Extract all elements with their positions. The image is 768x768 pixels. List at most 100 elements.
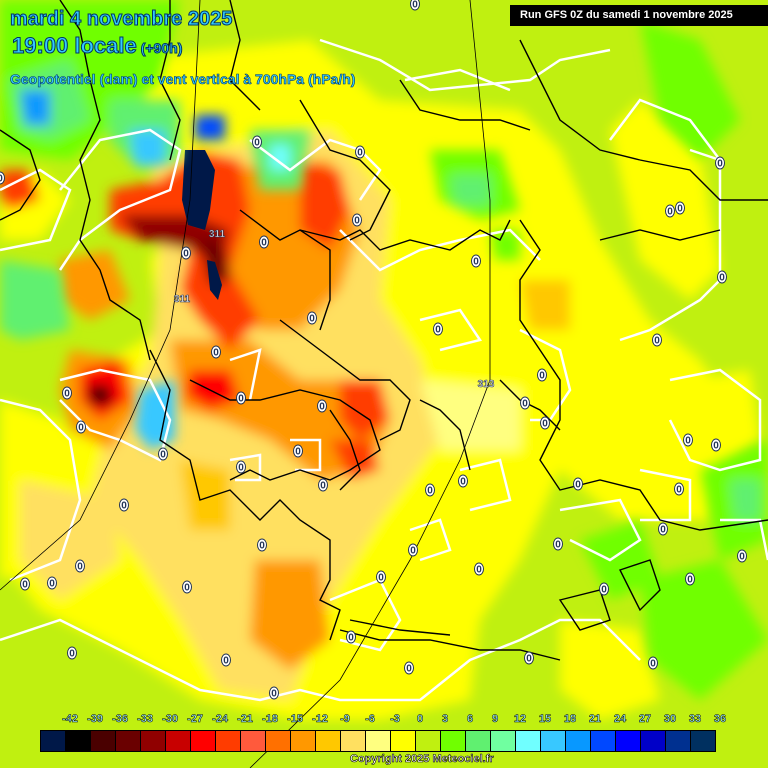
colorbar-cell [266,731,291,751]
colorbar-cell [166,731,191,751]
zero-contour-label: 0 [433,322,443,336]
colorbar-cell [391,731,416,751]
zero-contour-label: 0 [471,254,481,268]
colorbar-cell [91,731,116,751]
svg-text:0: 0 [539,371,545,382]
colorbar-tick-label: -15 [287,713,303,726]
zero-contour-label: 0 [553,537,563,551]
colorbar-tick-label: -30 [162,713,178,726]
colorbar-cell [141,731,166,751]
svg-text:0: 0 [213,348,219,359]
geopotential-label: 311 [209,229,226,240]
colorbar-cell [616,731,641,751]
svg-text:0: 0 [254,138,260,149]
svg-text:0: 0 [601,585,607,596]
colorbar-cell [566,731,591,751]
zero-contour-label: 0 [711,438,721,452]
zero-contour-label: 0 [47,576,57,590]
zero-contour-label: 0 [458,474,468,488]
colorbar-cell [341,731,366,751]
svg-text:0: 0 [476,565,482,576]
zero-contour-label: 0 [408,543,418,557]
colorbar-tick-label: 24 [613,713,627,726]
colorbar-cell [641,731,666,751]
svg-text:0: 0 [460,477,466,488]
svg-text:0: 0 [261,238,267,249]
geopotential-label: 313 [478,379,495,390]
zero-contour-label: 0 [715,156,725,170]
colorbar-tick-label: 15 [538,713,552,726]
zero-contour-label: 0 [346,630,356,644]
zero-contour-label: 0 [181,246,191,260]
svg-text:0: 0 [121,501,127,512]
colorbar-tick-label: -42 [62,713,78,726]
zero-contour-label: 0 [119,498,129,512]
svg-text:0: 0 [184,583,190,594]
colorbar-tick-label: -36 [112,713,128,726]
zero-contour-label: 0 [158,447,168,461]
zero-contour-label: 0 [665,204,675,218]
zero-contour-label: 0 [573,477,583,491]
svg-text:0: 0 [22,580,28,591]
colorbar-tick-label: -33 [137,713,153,726]
graticule [0,0,491,768]
colorbar-tick-label: -12 [312,713,328,726]
colorbar-tick-label: -18 [262,713,278,726]
run-info-box: Run GFS 0Z du samedi 1 novembre 2025 [510,5,768,26]
colorbar-cell [691,731,715,751]
svg-text:0: 0 [739,552,745,563]
zero-contour-label: 0 [410,0,420,11]
svg-text:0: 0 [660,525,666,536]
field-core-min-2 [207,260,222,300]
svg-text:0: 0 [526,654,532,665]
colorbar-cell [441,731,466,751]
svg-text:0: 0 [650,659,656,670]
svg-text:0: 0 [238,463,244,474]
colorbar-ticks: -42 -39 -36 -33 -30 -27 -24 -21 -18 -15 -12 -9 -6 -3 0… [0,713,768,727]
svg-text:0: 0 [160,450,166,461]
svg-text:0: 0 [69,649,75,660]
zero-contour-label: 0 [67,646,77,660]
product-title: Geopotentiel (dam) et vent vertical à 70… [10,71,356,88]
colorbar-tick-label: -9 [340,713,350,726]
zero-contour-label: 0 [685,572,695,586]
colorbar-cell [466,731,491,751]
svg-text:0: 0 [473,257,479,268]
colorbar-tick-label: 3 [441,713,449,726]
colorbar-cell [416,731,441,751]
zero-contour-label: 0 [674,482,684,496]
colorbar-cell [316,731,341,751]
svg-text:0: 0 [713,441,719,452]
zero-contour-label: 0 [520,396,530,410]
svg-text:0: 0 [654,336,660,347]
svg-text:0: 0 [357,148,363,159]
zero-contour-label: 0 [737,549,747,563]
svg-text:0: 0 [667,207,673,218]
zero-contour-label: 0 [352,213,362,227]
colorbar-cell [366,731,391,751]
svg-text:0: 0 [319,402,325,413]
colorbar-cell [41,731,66,751]
svg-text:0: 0 [348,633,354,644]
colorbar-tick-label: 30 [663,713,677,726]
svg-text:0: 0 [719,273,725,284]
svg-text:0: 0 [412,0,418,11]
forecast-time-value: 19:00 locale [12,33,138,59]
zero-contour-label: 0 [376,570,386,584]
colorbar-tick-label: -3 [390,713,400,726]
zero-contour-label: 0 [76,420,86,434]
zero-contour-label: 0 [404,661,414,675]
svg-text:0: 0 [259,541,265,552]
svg-text:0: 0 [354,216,360,227]
colorbar-tick-label: -6 [365,713,375,726]
colorbar-cell [491,731,516,751]
svg-text:0: 0 [677,204,683,215]
colorbar-tick-label: -21 [237,713,253,726]
geopotential-label: 311 [174,294,191,305]
colorbar-cell [241,731,266,751]
svg-text:0: 0 [320,481,326,492]
svg-text:0: 0 [223,656,229,667]
colorbar-tick-label: -24 [212,713,228,726]
forecast-lead-time: (+90h) [140,40,183,57]
zero-contour-label: 0 [252,135,262,149]
